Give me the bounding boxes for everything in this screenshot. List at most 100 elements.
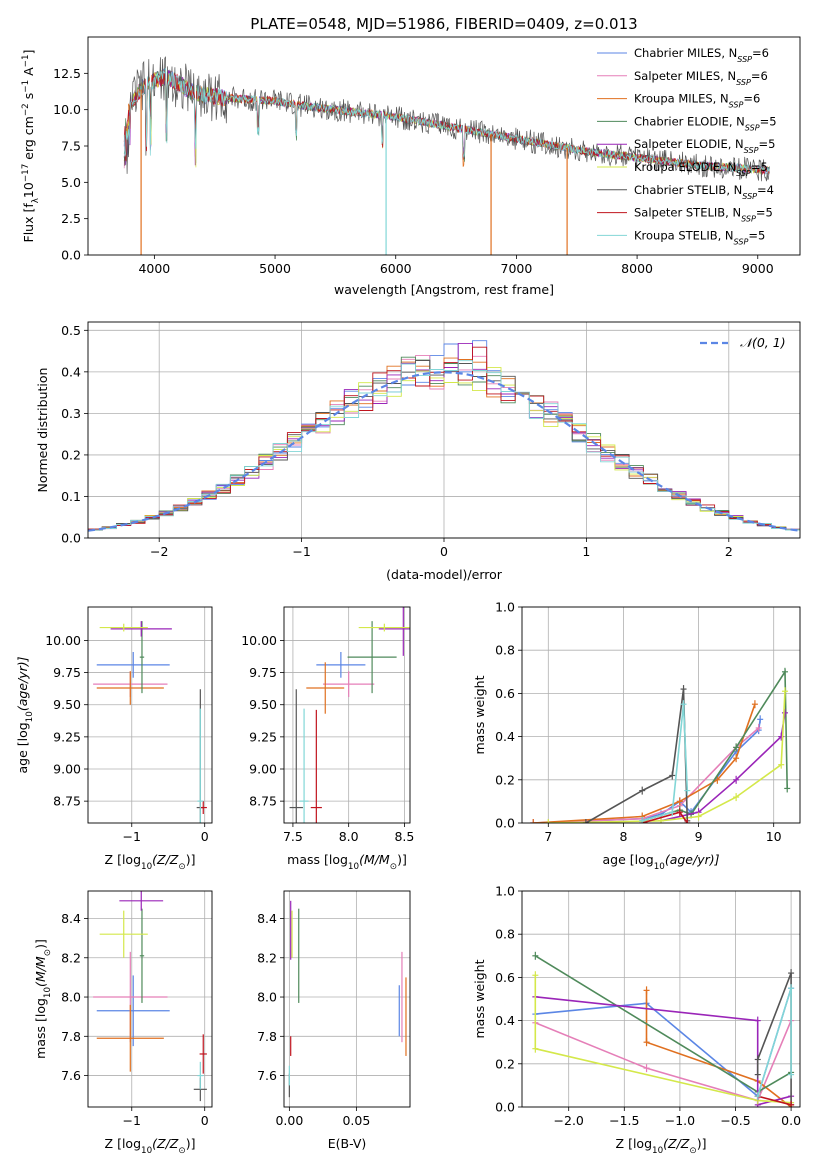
label-part: A [21, 67, 36, 80]
label-part: 8.75 [53, 794, 81, 809]
label-part: −1 [21, 54, 31, 67]
label-part: Kroupa ELODIE, N [634, 160, 736, 174]
label-part: PLATE=0548, MJD=51986, FIBERID=0409, z=0… [250, 15, 637, 33]
histogram-chabrier-miles [88, 340, 800, 531]
x-tick-label: 7000 [501, 261, 533, 276]
label-part: 0.6 [495, 686, 515, 701]
weight-line-kroupa-elodie [534, 975, 792, 1104]
label-part: λ [31, 198, 41, 203]
label-part: mass weight [472, 675, 487, 754]
x-axis-label: mass [log10(M/M⊙)] [287, 852, 407, 872]
label-part: 9000 [742, 261, 774, 276]
legend-entry: 𝒩(0, 1) [740, 335, 786, 350]
weight-line-salpeter-stelib [757, 1095, 792, 1106]
label-part: erg cm [21, 116, 36, 164]
y-tick-label: 5.0 [61, 175, 81, 190]
label-part: 9.50 [249, 697, 277, 712]
y-tick-label: 7.8 [257, 1029, 277, 1044]
label-part: =6 [743, 92, 760, 106]
label-part: 10 [348, 862, 359, 872]
label-part: 8.2 [257, 950, 277, 965]
y-tick-label: 0.1 [61, 489, 81, 504]
x-tick-label: 6000 [380, 261, 412, 276]
label-part: 1 [582, 544, 590, 559]
y-tick-label: 8.0 [257, 990, 277, 1005]
y-tick-label: 0.2 [495, 1056, 515, 1071]
label-part: Z [log [616, 1136, 652, 1151]
y-tick-label: 9.25 [249, 729, 277, 744]
y-axis-label: Normed distribution [35, 368, 50, 493]
label-part: E(B-V) [328, 1136, 367, 1151]
y-tick-label: 0.0 [495, 1100, 515, 1115]
label-part: 0.4 [495, 729, 515, 744]
label-part: 9.25 [53, 729, 81, 744]
label-part: 0.4 [495, 1013, 515, 1028]
x-tick-label: 0 [440, 544, 448, 559]
label-part: age [log [602, 852, 653, 867]
errorbar-chabrier-miles [316, 652, 366, 678]
label-part: =5 [758, 137, 775, 151]
errorbar-chabrier-elodie [347, 621, 397, 694]
label-part: 10 [141, 1146, 152, 1156]
label-part: Kroupa STELIB, N [634, 228, 734, 242]
label-part: 8.2 [61, 950, 81, 965]
label-part: )] [186, 1136, 196, 1151]
y-tick-label: 7.8 [61, 1029, 81, 1044]
y-tick-label: 1.0 [495, 884, 515, 899]
y-tick-label: 9.25 [53, 729, 81, 744]
label-part: wavelength [Angstrom, rest frame] [334, 282, 554, 297]
label-part: −1 [292, 544, 310, 559]
label-part: mass weight [472, 959, 487, 1038]
label-part: 1.0 [495, 600, 515, 615]
x-tick-label: 0.05 [342, 1113, 370, 1128]
label-part: )] [697, 1136, 707, 1151]
x-axis-label: Z [log10(Z/Z⊙)] [105, 1136, 196, 1156]
x-tick-label: 0 [201, 1113, 209, 1128]
label-part: =4 [757, 183, 774, 197]
weight-line-salpeter-miles [533, 727, 760, 823]
x-tick-label: 0.00 [275, 1113, 303, 1128]
legend-entry: Kroupa ELODIE, NSSP=5 [634, 160, 768, 178]
label-part: SSP [745, 123, 760, 132]
axes-frame [87, 890, 213, 1108]
x-tick-label: 5000 [259, 261, 291, 276]
label-part: 9.75 [53, 665, 81, 680]
axes-frame [87, 36, 801, 256]
errorbar-kroupa-elodie [99, 623, 148, 632]
errorbar-salpeter-miles [323, 671, 375, 697]
legend-entry: Salpeter ELODIE, NSSP=5 [634, 137, 775, 155]
label-part: 9 [695, 829, 703, 844]
label-part: 8.4 [61, 911, 81, 926]
label-part: 8.0 [339, 829, 359, 844]
weight-vs-age-axes: 7 8 9 10 0.0 0.2 0.4 0.6 0.8 1.0 mass weight age [l… [472, 600, 801, 872]
label-part: )] [33, 939, 48, 949]
weight-line-chabrier-elodie [534, 955, 792, 1093]
legend-entry: Kroupa STELIB, NSSP=5 [634, 228, 765, 246]
label-part: =6 [752, 46, 769, 60]
label-part: SSP [744, 146, 759, 155]
label-part: 7.6 [61, 1068, 81, 1083]
axes-frame [521, 606, 801, 824]
errorbar-kroupa-elodie [358, 623, 410, 632]
label-part: s [21, 93, 36, 104]
y-tick-label: 9.50 [249, 697, 277, 712]
label-part: 0.6 [495, 970, 515, 985]
axes-frame [283, 890, 411, 1108]
label-part: Z [log [105, 1136, 141, 1151]
spectrum-line-chabrier-stelib [123, 56, 770, 182]
legend-entry: Kroupa MILES, NSSP=6 [634, 92, 760, 110]
label-part: 0.00 [275, 1113, 303, 1128]
label-part: 10.00 [45, 633, 81, 648]
label-part: (age/yr)] [665, 852, 720, 867]
errorbar-kroupa-miles [96, 1004, 164, 1072]
label-part: 9.50 [53, 697, 81, 712]
label-part: 0.5 [61, 323, 81, 338]
axes-frame [87, 321, 801, 539]
label-part: Salpeter MILES, N [634, 69, 736, 83]
y-axis-label: mass weight [472, 675, 487, 754]
errorbar-kroupa-stelib [197, 1061, 204, 1090]
label-part: mass [log [33, 998, 48, 1059]
label-part: 9.00 [53, 762, 81, 777]
label-part: 0.0 [495, 1100, 515, 1115]
